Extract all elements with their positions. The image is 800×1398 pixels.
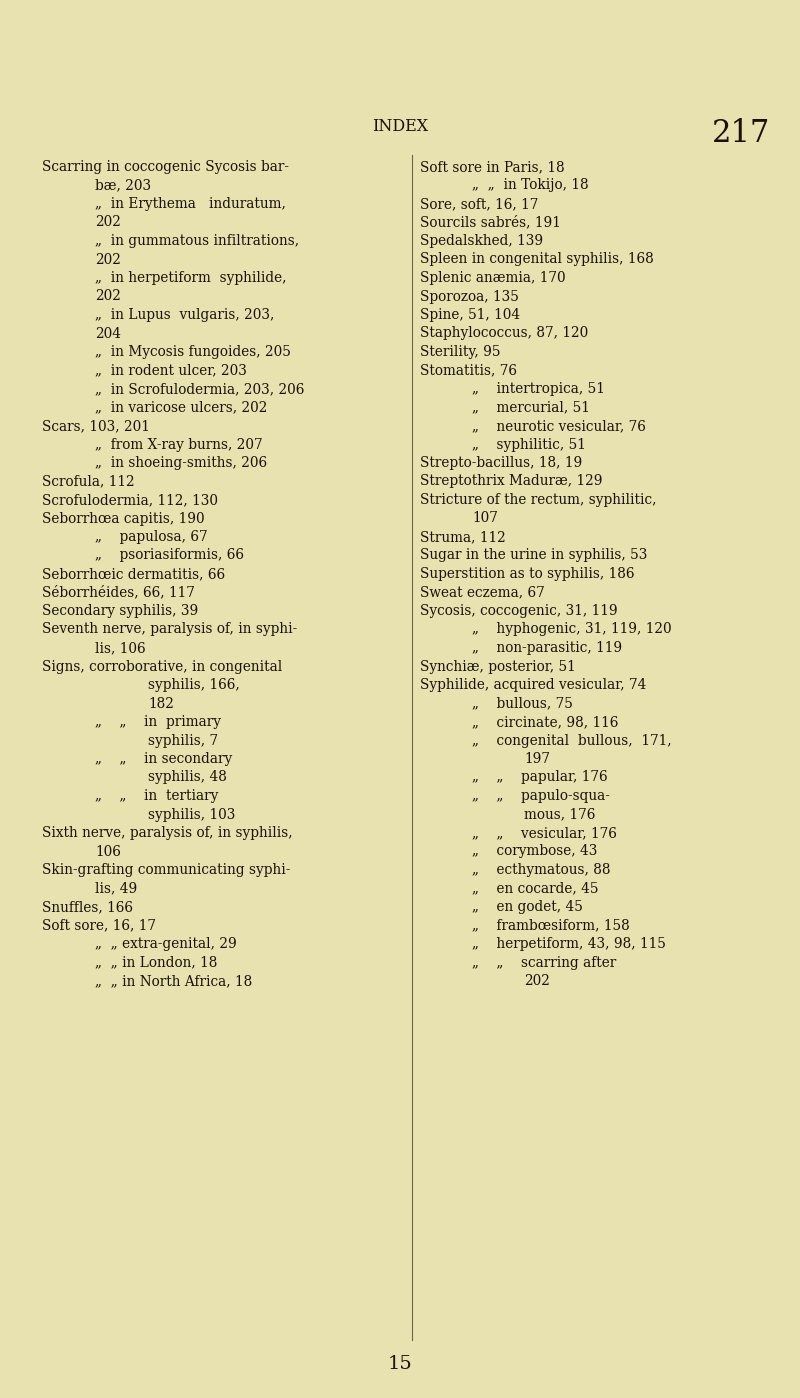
- Text: 202: 202: [95, 215, 121, 229]
- Text: „    circinate, 98, 116: „ circinate, 98, 116: [472, 714, 618, 728]
- Text: „    bullous, 75: „ bullous, 75: [472, 696, 573, 710]
- Text: Soft sore, 16, 17: Soft sore, 16, 17: [42, 918, 156, 932]
- Text: „  in Scrofulodermia, 203, 206: „ in Scrofulodermia, 203, 206: [95, 382, 304, 396]
- Text: Secondary syphilis, 39: Secondary syphilis, 39: [42, 604, 198, 618]
- Text: Superstition as to syphilis, 186: Superstition as to syphilis, 186: [420, 568, 634, 582]
- Text: „  in herpetiform  syphilide,: „ in herpetiform syphilide,: [95, 271, 286, 285]
- Text: Staphylococcus, 87, 120: Staphylococcus, 87, 120: [420, 327, 588, 341]
- Text: Scars, 103, 201: Scars, 103, 201: [42, 419, 150, 433]
- Text: Scrofulodermia, 112, 130: Scrofulodermia, 112, 130: [42, 493, 218, 507]
- Text: „    en cocarde, 45: „ en cocarde, 45: [472, 882, 598, 896]
- Text: 204: 204: [95, 327, 121, 341]
- Text: „    non-parasitic, 119: „ non-parasitic, 119: [472, 642, 622, 656]
- Text: Seborrhœic dermatitis, 66: Seborrhœic dermatitis, 66: [42, 568, 225, 582]
- Text: „    „    in secondary: „ „ in secondary: [95, 752, 232, 766]
- Text: „    „    scarring after: „ „ scarring after: [472, 955, 616, 969]
- Text: mous, 176: mous, 176: [524, 808, 595, 822]
- Text: Syphilide, acquired vesicular, 74: Syphilide, acquired vesicular, 74: [420, 678, 646, 692]
- Text: „    „    vesicular, 176: „ „ vesicular, 176: [472, 826, 617, 840]
- Text: 15: 15: [388, 1355, 412, 1373]
- Text: „    papulosa, 67: „ papulosa, 67: [95, 530, 208, 544]
- Text: lis, 106: lis, 106: [95, 642, 146, 656]
- Text: „    corymbose, 43: „ corymbose, 43: [472, 844, 598, 858]
- Text: „    herpetiform, 43, 98, 115: „ herpetiform, 43, 98, 115: [472, 937, 666, 951]
- Text: „    psoriasiformis, 66: „ psoriasiformis, 66: [95, 548, 244, 562]
- Text: 217: 217: [712, 117, 770, 150]
- Text: „    „    in  tertiary: „ „ in tertiary: [95, 788, 218, 802]
- Text: Sixth nerve, paralysis of, in syphilis,: Sixth nerve, paralysis of, in syphilis,: [42, 826, 293, 840]
- Text: Seventh nerve, paralysis of, in syphi-: Seventh nerve, paralysis of, in syphi-: [42, 622, 298, 636]
- Text: Splenic anæmia, 170: Splenic anæmia, 170: [420, 271, 566, 285]
- Text: Strepto-bacillus, 18, 19: Strepto-bacillus, 18, 19: [420, 456, 582, 470]
- Text: Spedalskhed, 139: Spedalskhed, 139: [420, 233, 543, 247]
- Text: „  in Lupus  vulgaris, 203,: „ in Lupus vulgaris, 203,: [95, 308, 274, 322]
- Text: syphilis, 166,: syphilis, 166,: [148, 678, 240, 692]
- Text: „  in Mycosis fungoides, 205: „ in Mycosis fungoides, 205: [95, 345, 291, 359]
- Text: „    „    papulo-squa-: „ „ papulo-squa-: [472, 788, 610, 802]
- Text: lis, 49: lis, 49: [95, 882, 138, 896]
- Text: bæ, 203: bæ, 203: [95, 179, 151, 193]
- Text: „    syphilitic, 51: „ syphilitic, 51: [472, 438, 586, 452]
- Text: Synchiæ, posterior, 51: Synchiæ, posterior, 51: [420, 660, 576, 674]
- Text: Sugar in the urine in syphilis, 53: Sugar in the urine in syphilis, 53: [420, 548, 647, 562]
- Text: Scrofula, 112: Scrofula, 112: [42, 474, 134, 488]
- Text: „  in rodent ulcer, 203: „ in rodent ulcer, 203: [95, 363, 247, 377]
- Text: syphilis, 48: syphilis, 48: [148, 770, 227, 784]
- Text: „    en godet, 45: „ en godet, 45: [472, 900, 583, 914]
- Text: Struma, 112: Struma, 112: [420, 530, 506, 544]
- Text: 197: 197: [524, 752, 550, 766]
- Text: „    mercurial, 51: „ mercurial, 51: [472, 400, 590, 414]
- Text: „  „ in North Africa, 18: „ „ in North Africa, 18: [95, 974, 252, 988]
- Text: „    „    papular, 176: „ „ papular, 176: [472, 770, 608, 784]
- Text: „    congenital  bullous,  171,: „ congenital bullous, 171,: [472, 734, 672, 748]
- Text: Stricture of the rectum, syphilitic,: Stricture of the rectum, syphilitic,: [420, 493, 657, 507]
- Text: Soft sore in Paris, 18: Soft sore in Paris, 18: [420, 159, 565, 173]
- Text: Sporozoa, 135: Sporozoa, 135: [420, 289, 519, 303]
- Text: INDEX: INDEX: [372, 117, 428, 136]
- Text: Signs, corroborative, in congenital: Signs, corroborative, in congenital: [42, 660, 282, 674]
- Text: Séborrhéides, 66, 117: Séborrhéides, 66, 117: [42, 586, 195, 600]
- Text: „  in shoeing-smiths, 206: „ in shoeing-smiths, 206: [95, 456, 267, 470]
- Text: Sycosis, coccogenic, 31, 119: Sycosis, coccogenic, 31, 119: [420, 604, 618, 618]
- Text: Spine, 51, 104: Spine, 51, 104: [420, 308, 520, 322]
- Text: Snuffles, 166: Snuffles, 166: [42, 900, 133, 914]
- Text: Stomatitis, 76: Stomatitis, 76: [420, 363, 517, 377]
- Text: syphilis, 103: syphilis, 103: [148, 808, 235, 822]
- Text: „    intertropica, 51: „ intertropica, 51: [472, 382, 605, 396]
- Text: Sore, soft, 16, 17: Sore, soft, 16, 17: [420, 197, 538, 211]
- Text: Spleen in congenital syphilis, 168: Spleen in congenital syphilis, 168: [420, 253, 654, 267]
- Text: Streptothrix Maduræ, 129: Streptothrix Maduræ, 129: [420, 474, 602, 488]
- Text: „    „    in  primary: „ „ in primary: [95, 714, 221, 728]
- Text: „  in gummatous infiltrations,: „ in gummatous infiltrations,: [95, 233, 299, 247]
- Text: Sweat eczema, 67: Sweat eczema, 67: [420, 586, 545, 600]
- Text: 107: 107: [472, 512, 498, 526]
- Text: „    neurotic vesicular, 76: „ neurotic vesicular, 76: [472, 419, 646, 433]
- Text: „    ecthymatous, 88: „ ecthymatous, 88: [472, 863, 610, 877]
- Text: Scarring in coccogenic Sycosis bar-: Scarring in coccogenic Sycosis bar-: [42, 159, 289, 173]
- Text: „  „ extra-genital, 29: „ „ extra-genital, 29: [95, 937, 237, 951]
- Text: 182: 182: [148, 696, 174, 710]
- Text: Skin-grafting communicating syphi-: Skin-grafting communicating syphi-: [42, 863, 290, 877]
- Text: 202: 202: [524, 974, 550, 988]
- Text: „  from X-ray burns, 207: „ from X-ray burns, 207: [95, 438, 262, 452]
- Text: Sterility, 95: Sterility, 95: [420, 345, 501, 359]
- Text: Sourcils sabrés, 191: Sourcils sabrés, 191: [420, 215, 561, 229]
- Text: „  „  in Tokijo, 18: „ „ in Tokijo, 18: [472, 179, 589, 193]
- Text: Seborrhœa capitis, 190: Seborrhœa capitis, 190: [42, 512, 205, 526]
- Text: 106: 106: [95, 844, 121, 858]
- Text: 202: 202: [95, 289, 121, 303]
- Text: „    frambœsiform, 158: „ frambœsiform, 158: [472, 918, 630, 932]
- Text: 202: 202: [95, 253, 121, 267]
- Text: „    hyphogenic, 31, 119, 120: „ hyphogenic, 31, 119, 120: [472, 622, 672, 636]
- Text: syphilis, 7: syphilis, 7: [148, 734, 218, 748]
- Text: „  in Erythema   induratum,: „ in Erythema induratum,: [95, 197, 286, 211]
- Text: „  „ in London, 18: „ „ in London, 18: [95, 955, 218, 969]
- Text: „  in varicose ulcers, 202: „ in varicose ulcers, 202: [95, 400, 267, 414]
